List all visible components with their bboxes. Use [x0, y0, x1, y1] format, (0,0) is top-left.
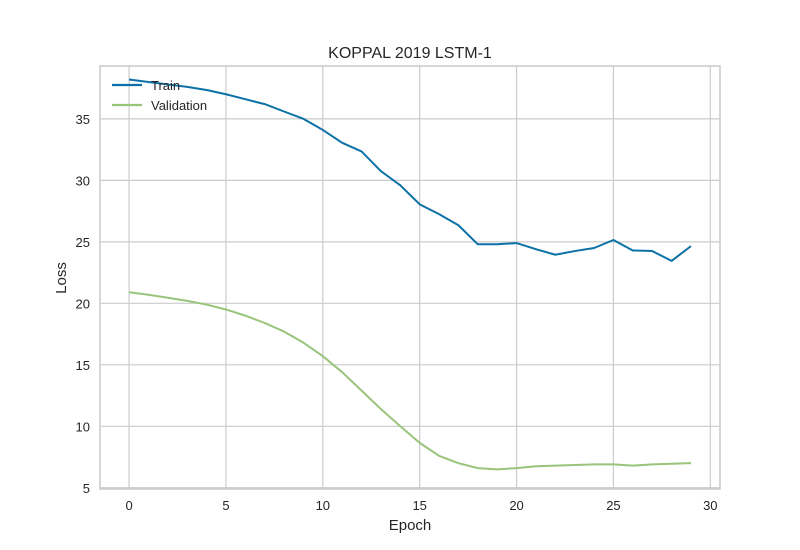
x-tick-label: 10: [316, 498, 330, 513]
x-tick-labels: 0 5 10 15 20 25 30: [125, 498, 717, 513]
x-tick-label: 25: [606, 498, 620, 513]
y-tick-label: 30: [76, 173, 90, 188]
x-axis-label: Epoch: [389, 517, 432, 534]
plot-frame: [99, 65, 721, 490]
y-tick-label: 20: [76, 296, 90, 311]
y-tick-label: 35: [76, 112, 90, 127]
series: [128, 78, 692, 471]
x-tick-label: 5: [222, 498, 229, 513]
series-line-validation: [128, 291, 691, 471]
y-tick-label: 10: [76, 419, 90, 434]
series-line-train: [128, 78, 692, 262]
legend-label-validation: Validation: [151, 98, 207, 113]
legend-label-train: Train: [151, 78, 180, 93]
y-tick-label: 15: [76, 358, 90, 373]
y-axis-label: Loss: [53, 262, 70, 294]
legend: Train Validation: [112, 78, 207, 113]
x-tick-label: 30: [703, 498, 717, 513]
grid: [100, 66, 720, 489]
y-tick-label: 5: [83, 481, 90, 496]
x-tick-label: 20: [509, 498, 523, 513]
y-tick-labels: 5 10 15 20 25 30 35: [76, 112, 90, 496]
y-tick-label: 25: [76, 235, 90, 250]
chart-title: KOPPAL 2019 LSTM-1: [328, 45, 492, 62]
x-tick-label: 0: [125, 498, 132, 513]
x-tick-label: 15: [412, 498, 426, 513]
